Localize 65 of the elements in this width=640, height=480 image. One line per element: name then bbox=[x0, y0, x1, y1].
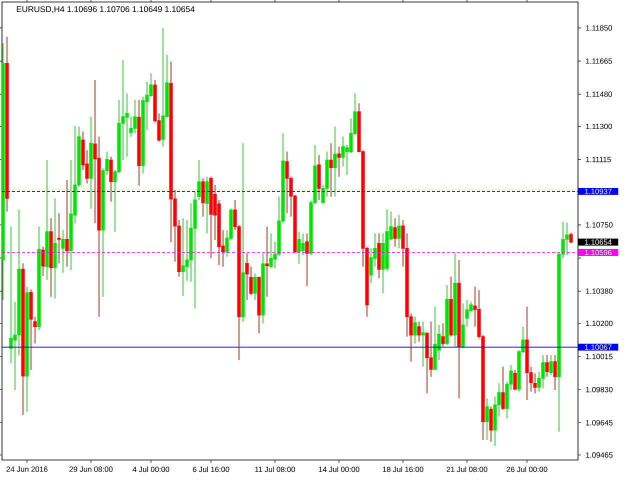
candlestick bbox=[297, 231, 301, 264]
candlestick bbox=[109, 156, 113, 202]
candlestick bbox=[513, 370, 517, 390]
candlestick bbox=[369, 248, 373, 284]
candlestick bbox=[25, 286, 29, 412]
candlestick bbox=[397, 214, 401, 249]
candlestick bbox=[245, 252, 249, 300]
candlestick bbox=[29, 288, 33, 370]
candlestick bbox=[421, 321, 425, 368]
candlestick bbox=[169, 61, 173, 243]
candlestick bbox=[137, 100, 141, 186]
candlestick bbox=[441, 322, 445, 348]
candlestick bbox=[489, 406, 493, 442]
candlestick bbox=[253, 273, 257, 300]
candlestick bbox=[61, 230, 65, 274]
candlestick bbox=[493, 396, 497, 446]
candlestick bbox=[45, 160, 49, 280]
candlestick bbox=[565, 222, 569, 256]
candlestick bbox=[457, 260, 461, 399]
candlestick bbox=[305, 232, 309, 286]
candlestick bbox=[413, 316, 417, 344]
candlestick bbox=[1, 42, 5, 300]
candlestick bbox=[541, 354, 545, 389]
candlestick bbox=[549, 354, 553, 376]
candlestick bbox=[181, 218, 185, 296]
candlestick bbox=[5, 36, 9, 212]
candlestick bbox=[89, 116, 93, 209]
candlestick bbox=[69, 160, 73, 270]
candlestick bbox=[393, 218, 397, 248]
candlestick bbox=[381, 232, 385, 294]
candlestick bbox=[41, 246, 45, 276]
candlestick bbox=[161, 28, 165, 148]
candlestick bbox=[205, 176, 209, 234]
candlestick bbox=[133, 100, 137, 134]
candlestick bbox=[257, 276, 261, 334]
candlestick bbox=[265, 226, 269, 298]
candlestick bbox=[269, 232, 273, 269]
candlestick bbox=[97, 136, 101, 318]
candlestick bbox=[553, 354, 557, 390]
candlestick bbox=[417, 321, 421, 342]
candlestick bbox=[377, 232, 381, 279]
candlestick bbox=[53, 198, 57, 299]
candlestick bbox=[65, 180, 69, 268]
candlestick bbox=[241, 142, 245, 322]
candlestick bbox=[37, 226, 41, 330]
candlestick bbox=[17, 210, 21, 356]
candlestick bbox=[525, 306, 529, 400]
candlestick bbox=[485, 398, 489, 440]
candlestick bbox=[533, 372, 537, 394]
candlestick bbox=[333, 126, 337, 198]
chart-title: EURUSD,H4 1.10696 1.10706 1.10649 1.10654 bbox=[16, 6, 195, 14]
candlestick bbox=[141, 96, 145, 174]
candlestick bbox=[545, 354, 549, 378]
candlestick bbox=[57, 212, 61, 264]
candlestick bbox=[185, 220, 189, 282]
candlestick bbox=[261, 252, 265, 324]
candlestick bbox=[453, 252, 457, 348]
candlestick bbox=[201, 178, 205, 218]
candlestick bbox=[317, 154, 321, 200]
candlestick bbox=[285, 151, 289, 214]
candlestick bbox=[21, 263, 25, 416]
candlestick bbox=[49, 218, 53, 298]
candlestick bbox=[209, 176, 213, 259]
candlestick bbox=[329, 142, 333, 198]
candlestick bbox=[337, 146, 341, 178]
